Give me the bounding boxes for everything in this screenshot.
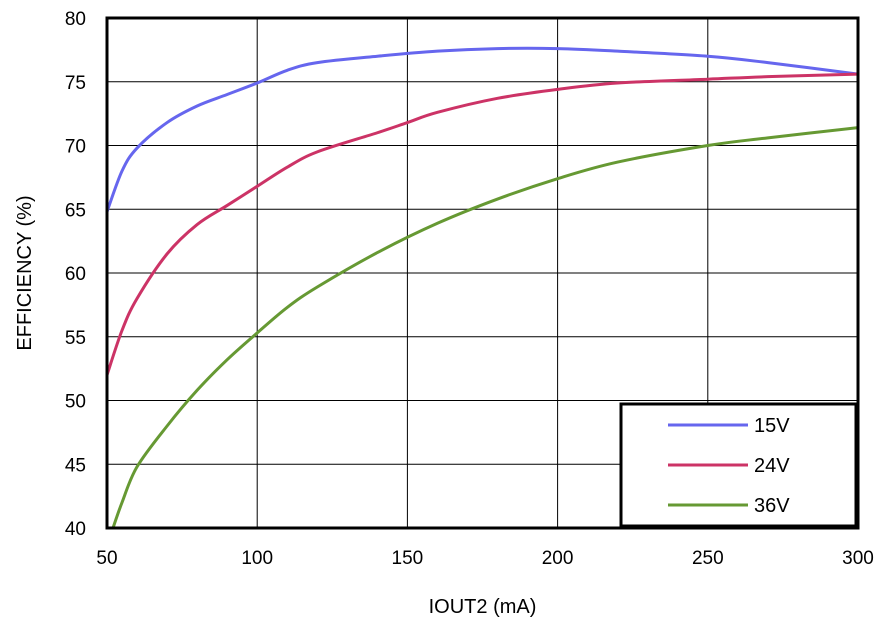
x-axis-label: IOUT2 (mA) bbox=[429, 596, 537, 618]
series-line-24V bbox=[105, 72, 860, 377]
x-tick-labels: 50 100 150 200 250 300 bbox=[96, 548, 873, 569]
legend: 15V 24V 36V bbox=[619, 402, 858, 528]
y-tick-label: 55 bbox=[65, 328, 86, 349]
y-tick-label: 65 bbox=[65, 200, 86, 221]
y-tick-label: 50 bbox=[65, 392, 86, 413]
y-tick-labels: 40 45 50 55 60 65 70 75 80 bbox=[65, 9, 86, 540]
x-tick-label: 50 bbox=[96, 548, 117, 569]
y-tick-label: 70 bbox=[65, 137, 86, 158]
y-tick-label: 60 bbox=[65, 264, 86, 285]
y-tick-label: 40 bbox=[65, 519, 86, 540]
legend-label-15V: 15V bbox=[754, 415, 790, 437]
y-tick-label: 45 bbox=[65, 455, 86, 476]
x-tick-label: 200 bbox=[542, 548, 574, 569]
series-layer bbox=[105, 46, 860, 530]
legend-label-36V: 36V bbox=[754, 495, 790, 517]
x-tick-label: 250 bbox=[692, 548, 724, 569]
x-tick-label: 150 bbox=[392, 548, 424, 569]
x-tick-label: 100 bbox=[241, 548, 273, 569]
y-tick-label: 75 bbox=[65, 73, 86, 94]
legend-label-24V: 24V bbox=[754, 455, 790, 477]
series-line-36V bbox=[111, 126, 860, 530]
x-tick-label: 300 bbox=[842, 548, 874, 569]
y-tick-label: 80 bbox=[65, 9, 86, 30]
y-axis-label: EFFICIENCY (%) bbox=[14, 195, 36, 350]
series-line-15V bbox=[105, 46, 860, 214]
plot-area-frame bbox=[105, 16, 860, 530]
